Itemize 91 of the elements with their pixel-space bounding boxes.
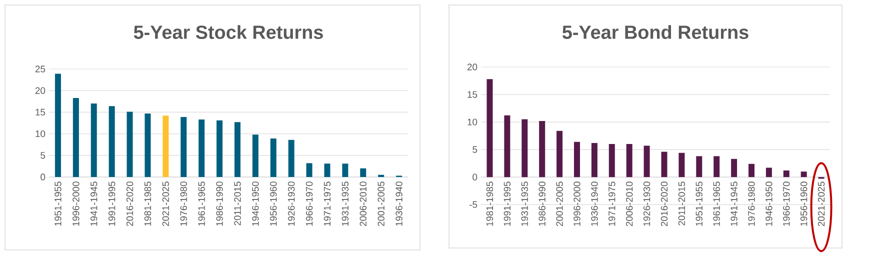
bar xyxy=(696,156,702,178)
x-tick-label: 1976-1980 xyxy=(748,182,755,226)
x-tick-label: 2011-2015 xyxy=(234,182,241,226)
bar xyxy=(714,156,720,178)
bar xyxy=(556,130,563,178)
bar xyxy=(162,116,169,177)
bar xyxy=(288,140,294,177)
y-tick-label: 0 xyxy=(472,174,478,180)
bar xyxy=(234,122,240,177)
x-tick-label: 1951-1955 xyxy=(54,182,62,226)
x-tick-label: 1926-1930 xyxy=(288,182,295,226)
x-tick-label: 1966-1970 xyxy=(306,182,313,226)
bar xyxy=(783,170,790,178)
x-tick-label: 2001-2005 xyxy=(556,182,563,226)
y-tick-label: 15 xyxy=(36,108,46,116)
x-tick-label: 1946-1950 xyxy=(766,182,772,226)
y-tick-label: 20 xyxy=(467,64,478,70)
bar xyxy=(486,79,493,178)
bar xyxy=(504,115,510,178)
bar xyxy=(108,106,115,177)
bar xyxy=(180,116,187,177)
x-tick-label: 1996-2000 xyxy=(574,182,580,226)
bar xyxy=(270,138,276,177)
bar xyxy=(661,152,668,178)
x-tick-label: 1936-1940 xyxy=(591,182,598,226)
x-tick-label: 1931-1935 xyxy=(521,182,528,226)
x-tick-label: 1981-1985 xyxy=(486,182,494,226)
x-tick-label: 1931-1935 xyxy=(342,182,349,226)
x-tick-label: 1956-1960 xyxy=(270,182,277,226)
bar xyxy=(644,146,650,178)
x-tick-label: 1986-1990 xyxy=(538,182,546,226)
x-tick-label: 1956-1960 xyxy=(800,182,808,226)
bar xyxy=(198,120,205,177)
bar xyxy=(252,134,258,177)
bar xyxy=(748,164,754,178)
bar xyxy=(342,164,348,177)
chart-title: 5-Year Bond Returns xyxy=(562,25,748,39)
bar xyxy=(72,98,79,177)
y-tick-label: 10 xyxy=(36,130,46,138)
x-tick-label: 1986-1990 xyxy=(216,182,223,226)
bar xyxy=(522,119,528,178)
x-tick-label: 1961-1965 xyxy=(198,182,205,226)
bar xyxy=(678,152,685,178)
bar xyxy=(731,158,738,178)
bar xyxy=(766,168,772,178)
y-tick-label: 15 xyxy=(468,91,478,98)
y-tick-label: 10 xyxy=(468,118,478,126)
bar xyxy=(126,112,133,177)
x-tick-label: 1961-1965 xyxy=(713,182,720,226)
x-tick-label: 1991-1995 xyxy=(504,182,511,226)
y-tick-label: 0 xyxy=(40,174,46,180)
x-tick-label: 2016-2020 xyxy=(126,182,134,226)
x-tick-label: 1996-2000 xyxy=(72,182,80,226)
x-tick-label: 2006-2010 xyxy=(360,182,366,226)
x-tick-label: 1976-1980 xyxy=(180,182,187,226)
bar xyxy=(216,120,223,177)
y-tick-label: 20 xyxy=(35,87,46,94)
x-tick-label: 1971-1975 xyxy=(608,182,616,226)
x-tick-label: 1966-1970 xyxy=(783,182,790,226)
x-tick-label: 1991-1995 xyxy=(108,182,116,226)
x-tick-label: 1936-1940 xyxy=(396,182,402,226)
bar xyxy=(539,120,546,178)
bar xyxy=(54,74,61,177)
x-tick-label: 1941-1945 xyxy=(730,182,738,226)
x-tick-label: 1951-1955 xyxy=(696,182,702,226)
x-tick-label: 1971-1975 xyxy=(324,182,331,226)
bar xyxy=(90,104,97,177)
x-tick-label: 2001-2005 xyxy=(378,182,384,226)
bar xyxy=(591,142,598,178)
bar xyxy=(360,168,366,177)
x-tick-label: 2016-2020 xyxy=(660,182,668,226)
bar xyxy=(626,144,632,178)
chart-title: 5-Year Stock Returns xyxy=(134,25,323,39)
bar xyxy=(144,113,151,177)
x-tick-label: 2011-2015 xyxy=(678,182,686,226)
x-tick-label: 1946-1950 xyxy=(252,182,259,226)
bar xyxy=(306,163,312,177)
bar xyxy=(800,172,807,178)
x-tick-label: 1941-1945 xyxy=(90,182,98,226)
bar xyxy=(574,142,580,178)
y-tick-label: 5 xyxy=(472,146,478,153)
y-tick-label: -5 xyxy=(470,201,478,208)
x-tick-label: 2006-2010 xyxy=(626,182,633,226)
x-tick-label: 1981-1985 xyxy=(144,182,152,226)
y-tick-label: 5 xyxy=(40,152,46,159)
bar xyxy=(324,164,330,177)
x-tick-label: 2021-2025 xyxy=(818,182,825,226)
y-tick-label: 25 xyxy=(35,66,46,72)
x-tick-label: 2021-2025 xyxy=(162,182,170,226)
bar xyxy=(608,144,615,178)
x-tick-label: 1926-1930 xyxy=(643,182,650,226)
